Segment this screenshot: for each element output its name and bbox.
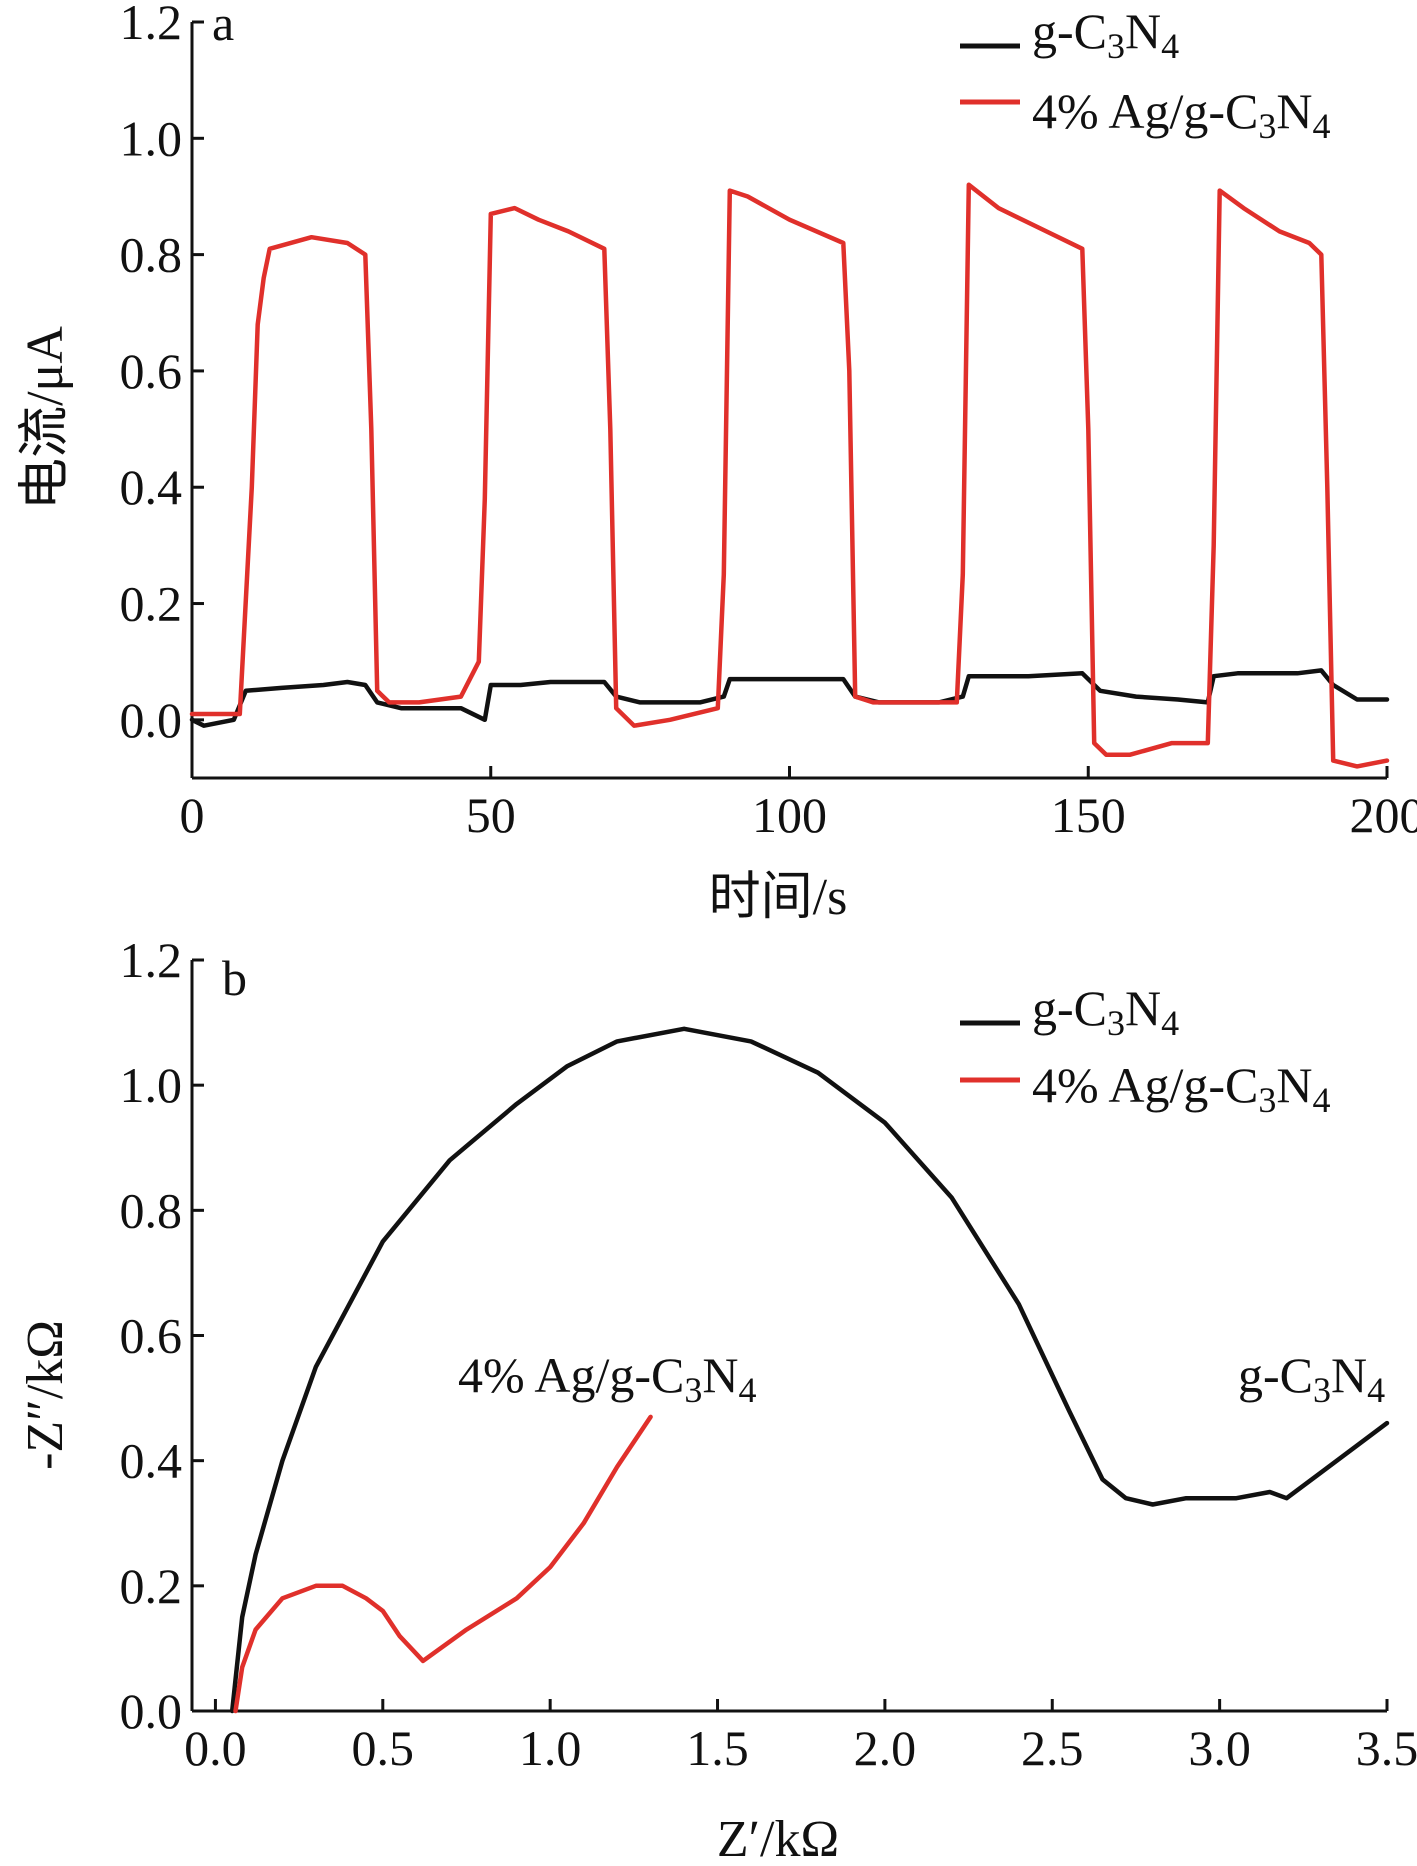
panel-b: 0.0 0.2 0.4 0.6 0.8 1.0 1.2 0.0 0.5 1.0 1.5 2.0 2.5 3…: [17, 932, 1417, 1866]
panel-b-legend: g-C3N4 4% Ag/g-C3N4: [960, 980, 1331, 1120]
panel-a-x-tick-label: 200: [1350, 787, 1417, 843]
panel-b-series: [229, 1026, 1390, 1714]
panel-b-label: b: [222, 950, 247, 1006]
panel-b-y-tick-label: 0.6: [120, 1308, 183, 1364]
panel-a-y-tick-label: 0.0: [120, 692, 183, 748]
panel-b-y-tick-label: 0.0: [120, 1683, 183, 1739]
panel-b-annotation-g-c3n4: g-C3N4: [1238, 1347, 1385, 1410]
panel-a-x-tick-label: 50: [466, 787, 516, 843]
panel-b-xlabel: Z′/kΩ: [717, 1811, 839, 1866]
panel-b-x-tick-label: 2.0: [854, 1720, 917, 1776]
panel-a-y-tick-label: 0.4: [120, 459, 183, 515]
panel-b-y-tick-label: 1.2: [120, 932, 183, 988]
panel-a-x-tick-label: 0: [180, 787, 205, 843]
panel-b-ylabel: -Z″/kΩ: [17, 1320, 74, 1470]
panel-a-y-tick-label: 1.0: [120, 110, 183, 166]
panel-a-x-tick-label: 150: [1051, 787, 1126, 843]
panel-a-y-tick-label: 0.6: [120, 343, 183, 399]
panel-b-legend-label-g-c3n4: g-C3N4: [1032, 980, 1179, 1043]
panel-a-series-ag-g-c3n4: [189, 182, 1390, 769]
panel-b-series-g-c3n4: [229, 1026, 1390, 1714]
panel-b-x-tick-label: 3.0: [1188, 1720, 1251, 1776]
panel-b-x-tick-label: 3.5: [1356, 1720, 1417, 1776]
panel-a-legend-label-ag: 4% Ag/g-C3N4: [1032, 83, 1331, 146]
panel-a-series: [189, 182, 1390, 769]
panel-b-legend-label-ag: 4% Ag/g-C3N4: [1032, 1057, 1331, 1120]
panel-b-y-tick-label: 1.0: [120, 1057, 183, 1113]
panel-b-x-tick-label: 2.5: [1021, 1720, 1084, 1776]
panel-a-y-tick-label: 0.2: [120, 576, 183, 632]
panel-a-x-tick-label: 100: [752, 787, 827, 843]
panel-a-legend-label-g-c3n4: g-C3N4: [1032, 3, 1179, 66]
panel-a-label: a: [212, 0, 234, 51]
panel-a-legend: g-C3N4 4% Ag/g-C3N4: [960, 3, 1331, 146]
panel-b-axes: 0.0 0.2 0.4 0.6 0.8 1.0 1.2 0.0 0.5 1.0 1.5 2.0 2.5 3…: [120, 932, 1417, 1776]
panel-b-y-tick-label: 0.4: [120, 1433, 183, 1489]
panel-b-y-tick-label: 0.8: [120, 1182, 183, 1238]
panel-b-y-tick-label: 0.2: [120, 1558, 183, 1614]
panel-b-x-tick-label: 0.0: [184, 1720, 247, 1776]
panel-b-x-tick-label: 0.5: [352, 1720, 415, 1776]
panel-a-axes: 0.0 0.2 0.4 0.6 0.8 1.0 1.2 0 50 100 150 200: [120, 0, 1417, 843]
panel-b-series-ag-g-c3n4: [233, 1414, 653, 1714]
panel-a-y-tick-label: 1.2: [120, 0, 183, 50]
panel-b-x-tick-label: 1.5: [686, 1720, 749, 1776]
panel-a-xlabel: 时间/s: [709, 869, 848, 926]
panel-b-annotation-ag: 4% Ag/g-C3N4: [458, 1347, 757, 1410]
panel-a-y-tick-label: 0.8: [120, 227, 183, 283]
panel-b-x-tick-label: 1.0: [519, 1720, 582, 1776]
panel-a: 0.0 0.2 0.4 0.6 0.8 1.0 1.2 0 50 100 150 200 a 时间/s…: [17, 0, 1417, 926]
panel-a-ylabel: 电流/μA: [17, 326, 74, 510]
